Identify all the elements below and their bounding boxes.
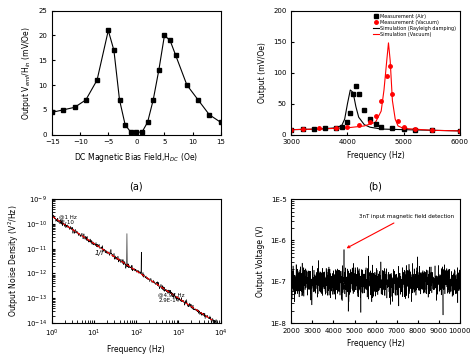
Measurement (Air) <box>412 127 418 132</box>
Text: (b): (b) <box>369 182 383 192</box>
X-axis label: Frequency (Hz): Frequency (Hz) <box>108 345 165 354</box>
Measurement (Air) <box>289 127 294 132</box>
Measurement (Vacuum) <box>457 129 463 133</box>
Measurement (Vacuum) <box>390 92 395 97</box>
Measurement (Vacuum) <box>395 119 401 123</box>
Measurement (Air) <box>401 127 407 131</box>
Text: @4.9K Hz
2.9E-14: @4.9K Hz 2.9E-14 <box>158 292 185 303</box>
Measurement (Vacuum) <box>317 126 322 131</box>
Measurement (Vacuum) <box>300 127 305 131</box>
Measurement (Air) <box>390 126 395 131</box>
Y-axis label: Output Voltage (V): Output Voltage (V) <box>256 225 265 297</box>
Measurement (Air) <box>353 84 359 88</box>
Measurement (Air) <box>345 120 350 124</box>
Measurement (Air) <box>378 125 384 129</box>
Measurement (Air) <box>339 125 345 129</box>
X-axis label: Frequency (Hz): Frequency (Hz) <box>346 151 404 160</box>
Measurement (Vacuum) <box>356 123 362 127</box>
Y-axis label: Output Noise Density (V$^2$/Hz): Output Noise Density (V$^2$/Hz) <box>6 205 21 317</box>
Measurement (Air) <box>367 117 373 121</box>
Measurement (Vacuum) <box>412 127 418 131</box>
Measurement (Vacuum) <box>333 126 339 130</box>
Measurement (Air) <box>311 127 317 131</box>
Y-axis label: Output V$_{emf}$/H$_{in}$ (mV/Oe): Output V$_{emf}$/H$_{in}$ (mV/Oe) <box>20 26 33 120</box>
Measurement (Air) <box>356 92 362 97</box>
Measurement (Vacuum) <box>289 127 294 132</box>
Text: 1/f: 1/f <box>94 250 104 256</box>
Measurement (Vacuum) <box>429 127 435 132</box>
X-axis label: DC Magnetic Bias Field,H$_{DC}$ (Oe): DC Magnetic Bias Field,H$_{DC}$ (Oe) <box>74 151 199 164</box>
Measurement (Air) <box>457 129 463 133</box>
Text: (a): (a) <box>129 182 143 192</box>
Line: Measurement (Air): Measurement (Air) <box>290 84 462 133</box>
Y-axis label: Output (mV/Oe): Output (mV/Oe) <box>258 42 267 103</box>
Measurement (Air) <box>300 127 305 131</box>
Measurement (Vacuum) <box>378 98 384 103</box>
Measurement (Vacuum) <box>384 73 390 78</box>
Measurement (Air) <box>347 111 353 115</box>
Text: @1 Hz
2E-10: @1 Hz 2E-10 <box>59 214 77 225</box>
Measurement (Air) <box>429 128 435 132</box>
Legend: Measurement (Air), Measurement (Vacuum), Simulation (Rayleigh damping), Simulati: Measurement (Air), Measurement (Vacuum),… <box>372 13 457 38</box>
Line: Measurement (Vacuum): Measurement (Vacuum) <box>290 65 462 133</box>
Measurement (Vacuum) <box>367 120 373 124</box>
Measurement (Air) <box>362 108 367 112</box>
Text: 3nT input magnetic field detection: 3nT input magnetic field detection <box>347 214 454 248</box>
Measurement (Vacuum) <box>387 64 392 69</box>
X-axis label: Frequency (Hz): Frequency (Hz) <box>346 339 404 349</box>
Measurement (Vacuum) <box>373 114 378 118</box>
Measurement (Air) <box>350 92 356 97</box>
Measurement (Air) <box>322 126 328 131</box>
Measurement (Air) <box>373 122 378 126</box>
Measurement (Vacuum) <box>345 125 350 129</box>
Measurement (Vacuum) <box>401 125 407 129</box>
Measurement (Air) <box>333 126 339 130</box>
